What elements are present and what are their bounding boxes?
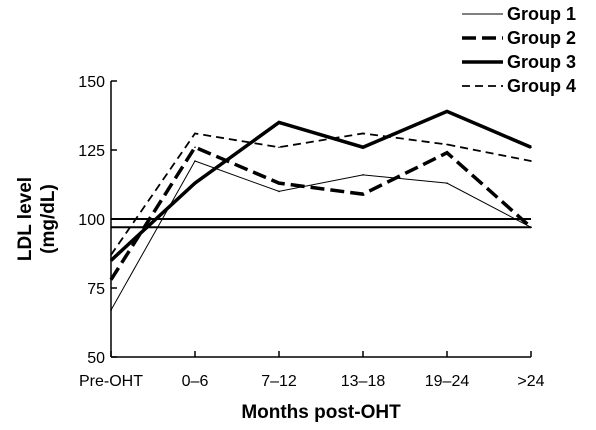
data-point-group-1 <box>362 174 364 176</box>
data-point-group-1 <box>446 182 448 184</box>
y-axis-title: LDL level (mg/dL) <box>15 177 59 261</box>
y-tick-label: 125 <box>78 143 105 160</box>
y-ticks: 50 75 100 125 150 <box>78 74 117 367</box>
y-tick-label: 50 <box>87 350 105 367</box>
y-tick-label: 150 <box>78 74 105 91</box>
legend-label-group-3: Group 3 <box>507 52 576 72</box>
y-axis-title-line1: LDL level <box>15 177 36 261</box>
series-line-group-3 <box>109 109 532 262</box>
legend-label-group-4: Group 4 <box>507 76 576 96</box>
x-tick-label: 13–18 <box>341 373 386 390</box>
reference-lines <box>111 218 531 229</box>
data-point-group-2 <box>446 151 448 154</box>
x-tick-label: >24 <box>517 373 544 390</box>
data-point-group-4 <box>110 254 112 256</box>
data-point-group-3 <box>194 182 196 184</box>
data-point-group-4 <box>362 132 364 135</box>
x-axis-title: Months post-OHT <box>241 402 401 423</box>
legend-label-group-2: Group 2 <box>507 28 576 48</box>
data-point-group-2 <box>194 146 196 149</box>
x-tick-label: 7–12 <box>261 373 297 390</box>
data-point-group-3 <box>530 146 532 149</box>
x-tick-label: 19–24 <box>425 373 470 390</box>
data-point-group-4 <box>278 146 280 149</box>
y-tick-label: 100 <box>78 212 105 229</box>
data-point-group-1 <box>110 309 112 311</box>
data-point-group-4 <box>446 143 448 146</box>
x-tick-label: Pre-OHT <box>79 373 143 390</box>
y-axis-title-line2: (mg/dL) <box>38 184 59 254</box>
data-point-group-4 <box>530 160 532 162</box>
series-line-group-4 <box>110 132 532 256</box>
series-lines <box>109 109 533 311</box>
y-tick-label: 75 <box>87 281 105 298</box>
data-point-group-3 <box>110 259 112 262</box>
data-point-group-1 <box>194 160 196 162</box>
series-line-group-1 <box>110 160 532 311</box>
legend-label-group-1: Group 1 <box>507 4 576 24</box>
legend: Group 1 Group 2 Group 3 Group 4 <box>462 4 576 96</box>
data-point-group-2 <box>362 193 364 195</box>
data-point-group-3 <box>278 121 280 124</box>
series-line-group-2 <box>109 145 533 281</box>
data-point-group-3 <box>362 146 364 149</box>
x-tick-label: 0–6 <box>182 373 209 390</box>
data-point-group-2 <box>278 182 280 184</box>
data-point-group-4 <box>194 132 196 135</box>
data-point-group-2 <box>530 226 532 229</box>
data-point-group-2 <box>110 278 112 281</box>
x-ticks: Pre-OHT 0–6 7–12 13–18 19–24 >24 <box>79 351 545 390</box>
data-point-group-3 <box>446 110 448 113</box>
data-point-group-1 <box>278 190 280 193</box>
